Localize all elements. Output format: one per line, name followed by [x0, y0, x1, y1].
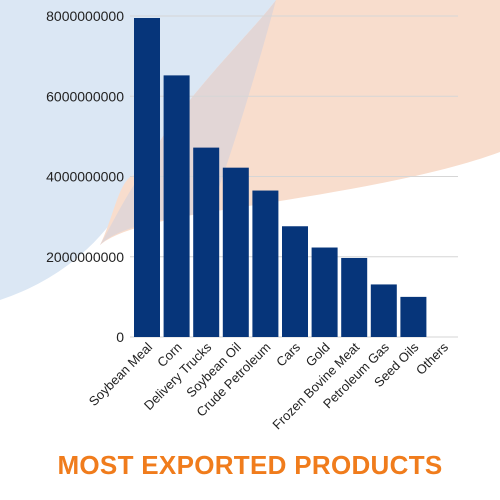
chart-title: MOST EXPORTED PRODUCTS: [57, 450, 443, 480]
y-tick-label: 8000000000: [46, 8, 124, 24]
y-tick-label: 0: [116, 329, 124, 345]
bar: [341, 257, 368, 337]
bar: [370, 284, 397, 337]
y-tick-label: 4000000000: [46, 169, 124, 185]
y-axis: 0 2000000000 4000000000 6000000000 800000000…: [46, 8, 124, 345]
bar: [252, 190, 279, 337]
bar: [400, 296, 427, 337]
bar: [222, 167, 249, 337]
bars: [134, 18, 427, 337]
bar: [163, 75, 190, 337]
x-tick-label: Cars: [273, 339, 303, 369]
bar: [134, 18, 160, 337]
bar: [311, 247, 338, 337]
bar: [193, 147, 220, 337]
y-tick-label: 2000000000: [46, 249, 124, 265]
y-tick-label: 6000000000: [46, 88, 124, 104]
x-tick-label: Others: [413, 339, 452, 378]
bar: [282, 226, 308, 337]
